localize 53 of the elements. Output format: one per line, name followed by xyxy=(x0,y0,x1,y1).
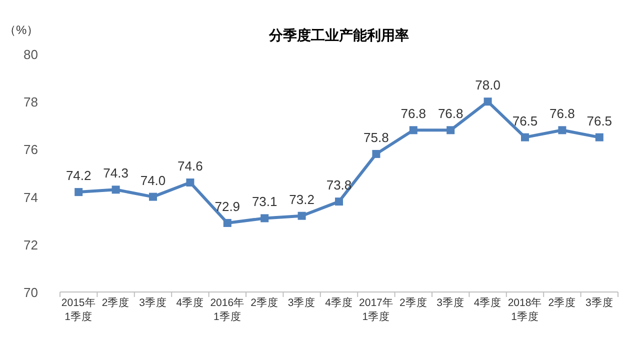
point xyxy=(595,133,604,142)
x-tick-label: 3季度 xyxy=(288,296,316,309)
data-label: 78.0 xyxy=(475,78,500,93)
y-tick-label: 78 xyxy=(24,94,38,110)
y-tick-label: 70 xyxy=(24,285,38,300)
x-tick-label: 3季度 xyxy=(436,296,465,309)
x-tick-label: 2015年 1季度 xyxy=(61,297,96,323)
y-tick-label: 80 xyxy=(24,47,38,62)
chart-title: 分季度工业产能利用率 xyxy=(268,27,409,43)
x-tick-label: 3季度 xyxy=(139,296,167,309)
x-tick-label: 2季度 xyxy=(399,296,428,309)
y-tick-label: 76 xyxy=(24,142,38,158)
x-tick-label: 2季度 xyxy=(102,296,130,309)
point xyxy=(186,178,194,187)
point xyxy=(335,198,343,206)
x-tick-label: 3季度 xyxy=(585,296,614,309)
point xyxy=(223,218,232,227)
data-label: 76.5 xyxy=(586,113,612,128)
data-label: 76.8 xyxy=(438,106,464,122)
x-tick-label: 4季度 xyxy=(176,296,204,309)
point xyxy=(298,212,306,220)
y-tick-label: 74 xyxy=(24,190,38,205)
point xyxy=(112,186,120,194)
data-label: 76.5 xyxy=(512,113,538,128)
point xyxy=(409,126,418,134)
x-tick-label: 2季度 xyxy=(250,296,279,309)
point xyxy=(484,98,492,106)
point xyxy=(372,150,380,158)
data-label: 76.8 xyxy=(550,106,575,122)
data-label: 73.1 xyxy=(252,194,278,210)
point xyxy=(446,126,455,134)
data-label: 73.2 xyxy=(289,192,314,207)
y-axis-title: （%） xyxy=(4,23,39,37)
point xyxy=(521,133,529,142)
data-label: 74.3 xyxy=(103,166,128,181)
data-label: 74.6 xyxy=(178,158,203,174)
data-label: 72.9 xyxy=(214,198,240,214)
x-tick-label: 2016年 1季度 xyxy=(210,297,245,323)
y-tick-label: 72 xyxy=(24,237,38,252)
data-label: 73.8 xyxy=(326,178,352,193)
point xyxy=(74,188,83,196)
x-tick-label: 2017年 1季度 xyxy=(359,297,394,323)
data-label: 74.0 xyxy=(140,172,166,188)
point xyxy=(558,126,566,134)
point xyxy=(149,192,157,201)
data-label: 76.8 xyxy=(400,106,426,122)
data-label: 74.2 xyxy=(66,168,92,184)
x-tick-label: 2季度 xyxy=(548,296,576,309)
x-tick-label: 2018年 1季度 xyxy=(508,297,542,323)
x-tick-label: 4季度 xyxy=(474,296,502,309)
x-tick-label: 4季度 xyxy=(325,296,353,309)
point xyxy=(260,214,269,222)
data-label: 75.8 xyxy=(364,130,389,145)
